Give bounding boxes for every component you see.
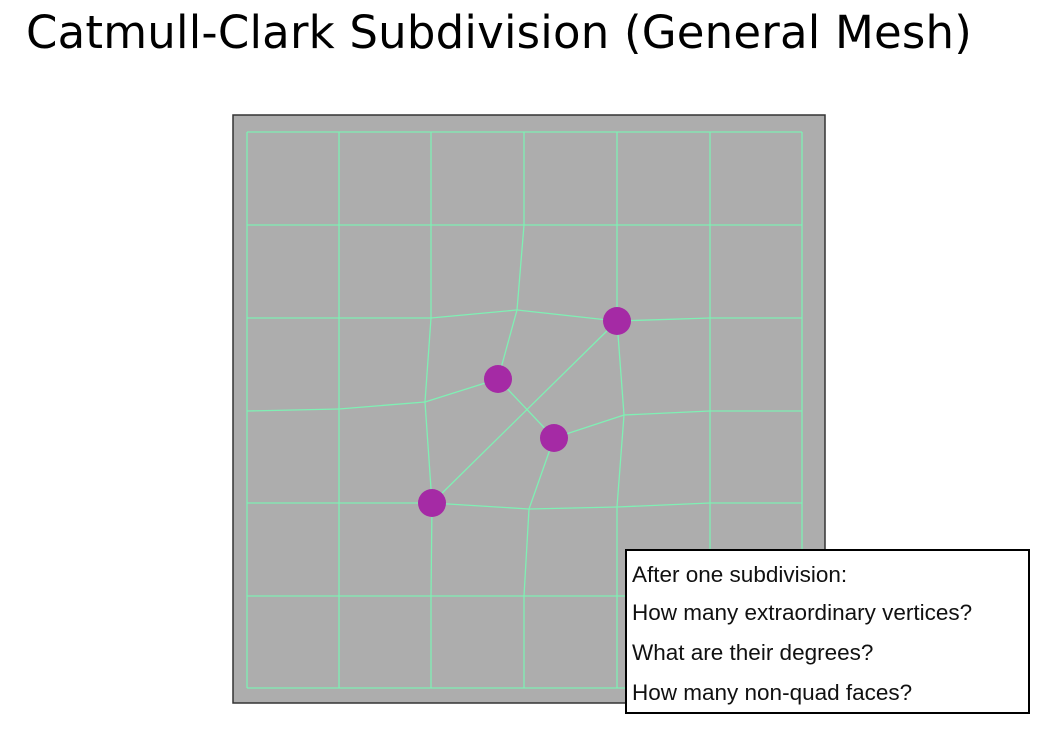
mesh-edge	[431, 320, 618, 504]
question-line-non-quad-faces: How many non-quad faces?	[632, 680, 913, 705]
mesh-edge	[616, 502, 711, 508]
extraordinary-vertex	[484, 365, 512, 393]
extraordinary-vertex	[603, 307, 631, 335]
question-line-vertex-count: How many extraordinary vertices?	[632, 600, 973, 625]
mesh-edge	[424, 317, 432, 403]
mesh-edge	[528, 506, 618, 510]
mesh-edge	[424, 401, 433, 504]
mesh-edge	[623, 410, 711, 416]
mesh-edge	[616, 317, 711, 322]
mesh-edge	[246, 408, 340, 412]
mesh-edge	[616, 320, 625, 416]
question-line-intro: After one subdivision:	[632, 562, 848, 587]
mesh-edge	[516, 224, 525, 311]
extraordinary-vertex	[540, 424, 568, 452]
mesh-edge	[338, 401, 426, 410]
question-line-degrees: What are their degrees?	[632, 640, 874, 665]
mesh-figure	[232, 114, 826, 704]
mesh-edge	[430, 309, 518, 319]
slide-title: Catmull-Clark Subdivision (General Mesh)	[26, 6, 972, 59]
mesh-edge	[431, 502, 530, 510]
mesh-edge	[616, 414, 625, 508]
extraordinary-vertex	[418, 489, 446, 517]
mesh-edge	[430, 502, 433, 597]
extraordinary-vertices	[418, 307, 631, 517]
mesh-edge	[523, 508, 530, 597]
mesh-edge	[516, 309, 618, 322]
question-box: After one subdivision: How many extraord…	[625, 549, 1030, 714]
